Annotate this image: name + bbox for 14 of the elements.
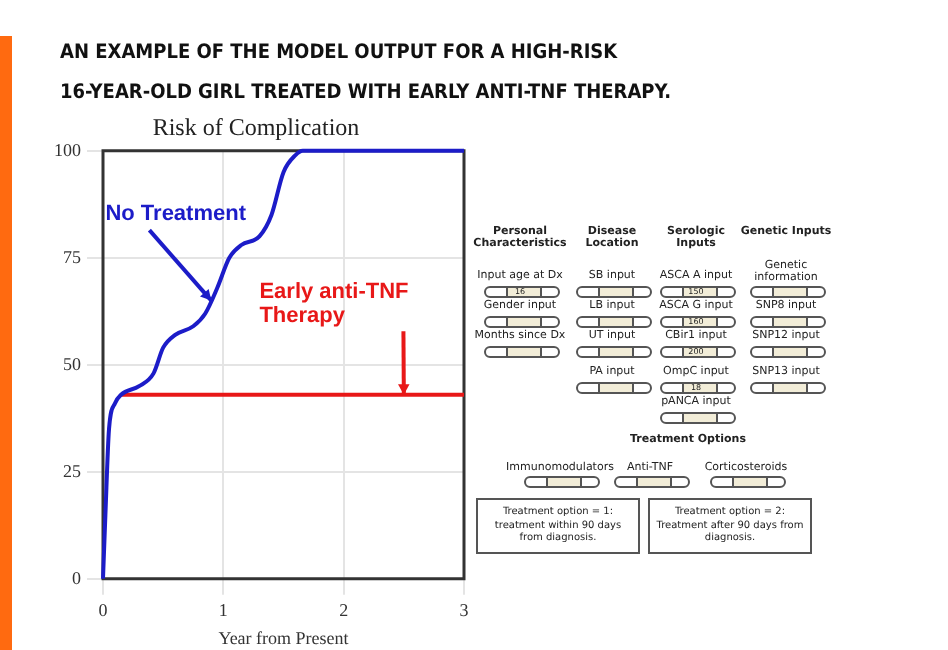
annotation: No Treatment bbox=[105, 202, 248, 227]
y-tick-label: 50 bbox=[63, 353, 82, 374]
chart-title: Risk of Complication bbox=[152, 112, 360, 141]
y-tick-label: 0 bbox=[72, 567, 82, 588]
x-tick-label: 1 bbox=[218, 600, 228, 621]
annotation: Early anti-TNF Therapy bbox=[259, 279, 411, 328]
x-tick-label: 2 bbox=[339, 600, 349, 621]
x-tick-label: 3 bbox=[459, 600, 470, 621]
x-tick-label: 0 bbox=[98, 600, 109, 621]
y-tick-label: 75 bbox=[63, 246, 82, 267]
y-tick-label: 25 bbox=[63, 460, 82, 481]
y-tick-label: 100 bbox=[54, 139, 82, 160]
x-axis-title: Year from Present bbox=[218, 627, 350, 648]
text: AN EXAMPLE OF THE MODEL OUTPUT FOR A HIGH-RISK 16-YEAR-OLD GIRL TREATED WITH EARLY ANTI-TNF THERAPY. bbox=[60, 40, 672, 108]
